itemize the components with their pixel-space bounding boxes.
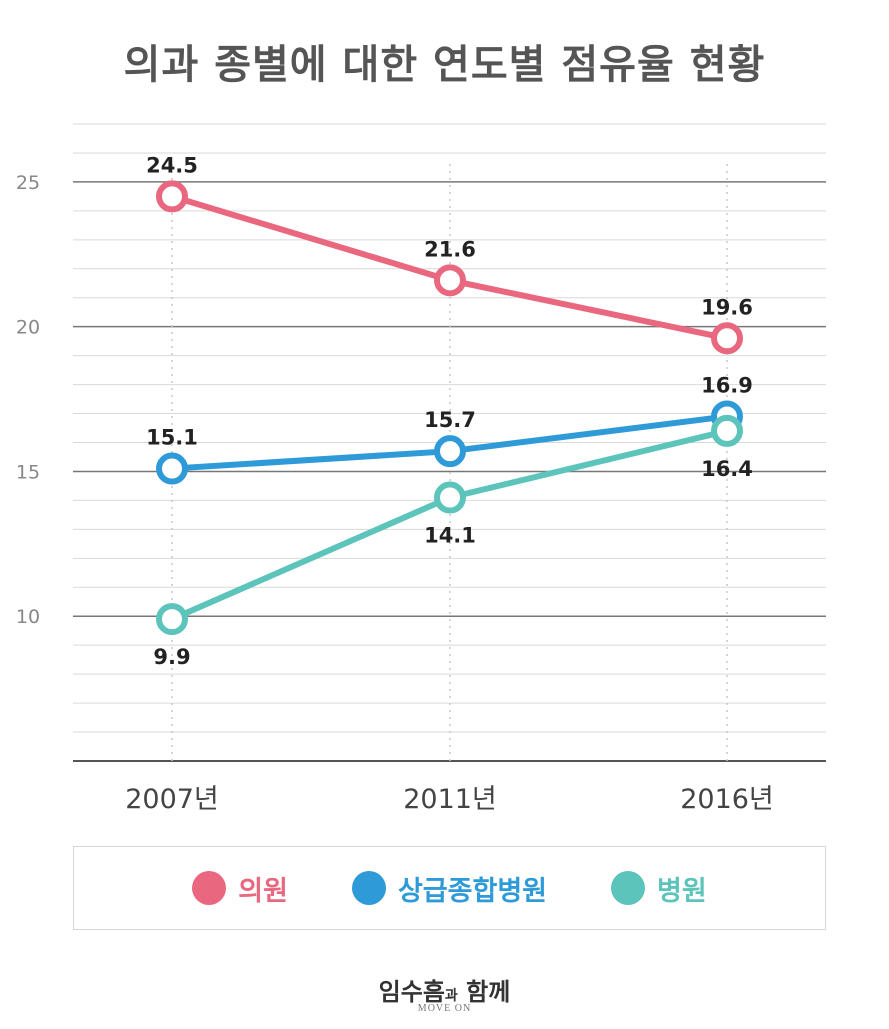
data-point [156, 603, 188, 636]
footer-logo: 임수흠과 함께 MOVE ON [0, 972, 889, 1014]
legend-item-clinic: 의원 [192, 869, 288, 908]
x-tick-label: 2011년 [403, 784, 497, 815]
data-point [434, 481, 466, 514]
x-tick-label: 2007년 [125, 784, 219, 815]
x-tick-label: 2016년 [680, 784, 774, 815]
data-point [711, 322, 743, 355]
data-point [434, 264, 466, 297]
legend-marker [351, 871, 386, 905]
data-point [156, 452, 188, 485]
y-tick-label: 20 [16, 317, 40, 339]
legend-marker [611, 871, 646, 905]
data-label: 16.9 [701, 373, 753, 397]
y-tick-label: 10 [16, 606, 40, 628]
legend: 의원 상급종합병원 병원 [73, 846, 826, 930]
legend-item-hospital: 병원 [611, 869, 707, 908]
y-tick-label: 15 [16, 461, 40, 483]
footer-together: 함께 [466, 978, 511, 1006]
footer-particle: 과 [444, 988, 458, 1004]
data-label: 14.1 [424, 524, 476, 548]
legend-item-tertiary-hospital: 상급종합병원 [351, 869, 548, 908]
data-label: 21.6 [424, 237, 476, 261]
legend-label: 상급종합병원 [397, 875, 548, 907]
chart-title: 의과 종별에 대한 연도별 점유율 현황 [123, 42, 766, 88]
footer-brand: 임수흠과 함께 [379, 972, 511, 1007]
data-label: 15.1 [146, 426, 198, 450]
data-point [434, 435, 466, 468]
footer-name: 임수흠 [378, 978, 445, 1006]
data-point [711, 414, 743, 447]
data-label: 9.9 [153, 645, 190, 669]
data-label: 24.5 [146, 153, 198, 177]
legend-marker [192, 871, 227, 905]
legend-label: 의원 [238, 875, 288, 907]
data-label: 19.6 [701, 295, 753, 319]
data-label: 15.7 [424, 408, 476, 432]
y-tick-label: 25 [16, 172, 40, 194]
data-label: 16.4 [701, 457, 753, 481]
legend-label: 병원 [657, 875, 707, 907]
data-point [156, 180, 188, 213]
line-chart: 10 15 20 25 2007년 2011년 2016년 24.5 21.6 19.6 15.1 1… [16, 123, 826, 815]
footer-slogan: MOVE ON [417, 1003, 472, 1014]
